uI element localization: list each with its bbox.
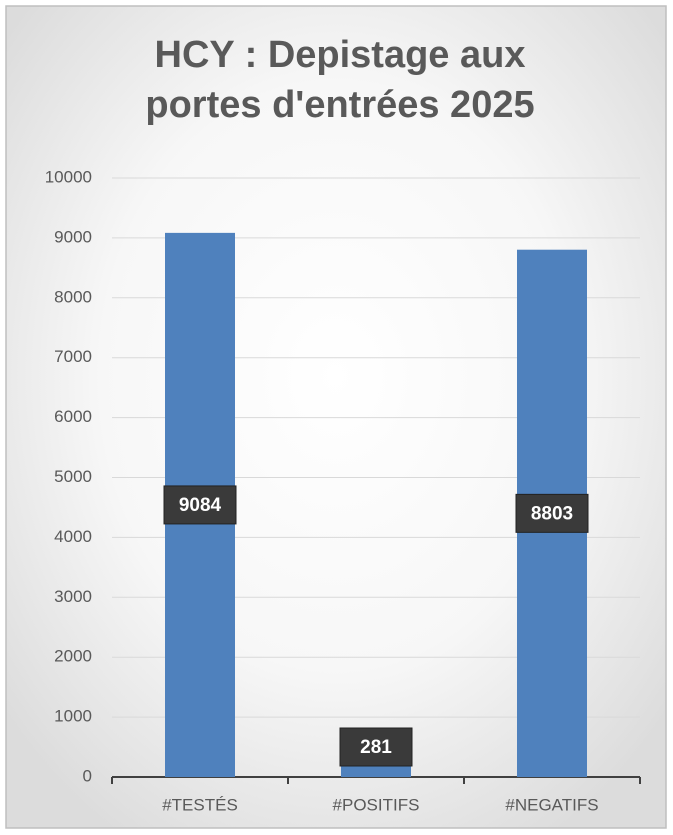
y-tick-label: 8000 [54,287,92,306]
y-tick-label: 5000 [54,467,92,486]
x-tick-label: #POSITIFS [333,795,420,814]
data-label: 8803 [531,503,573,524]
data-label-box [515,493,589,533]
chart-title: HCY : Depistage aux portes d'entrées 202… [145,34,535,126]
y-tick-label: 6000 [54,407,92,426]
y-tick-label: 2000 [54,647,92,666]
y-tick-label: 9000 [54,227,92,246]
y-tick-label: 7000 [54,347,92,366]
y-tick-label: 0 [83,766,92,785]
data-label: 281 [360,737,392,758]
y-tick-label: 10000 [45,167,92,186]
data-label: 9084 [179,495,222,516]
y-tick-label: 3000 [54,587,92,606]
x-tick-label: #NEGATIFS [505,795,598,814]
data-label-box [163,485,237,525]
y-tick-label: 4000 [54,527,92,546]
y-tick-label: 1000 [54,707,92,726]
x-tick-label: #TESTÉS [162,795,238,814]
data-label-box [339,727,413,767]
